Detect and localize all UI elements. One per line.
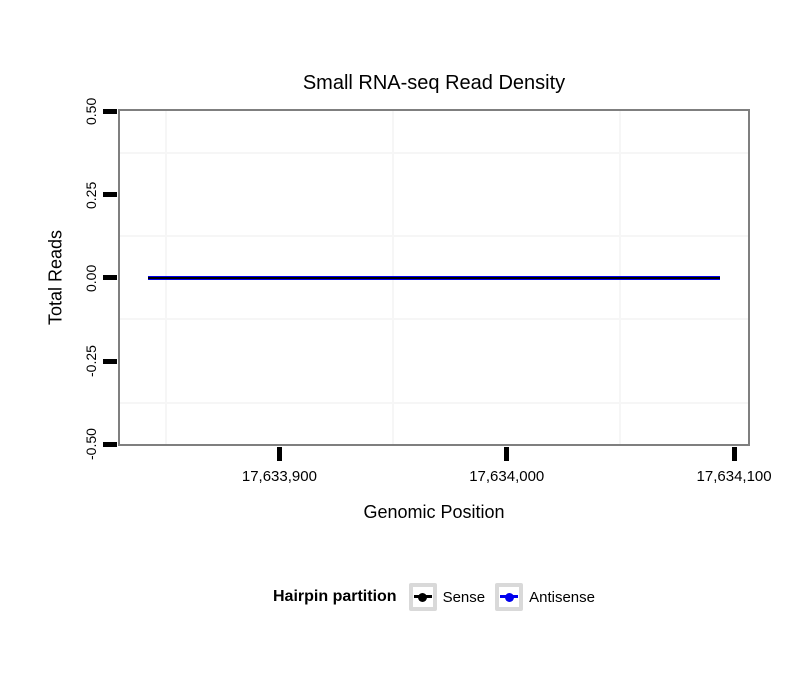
legend: Hairpin partition Sense Antisense <box>118 580 750 614</box>
x-axis-title: Genomic Position <box>363 502 505 522</box>
legend-title: Hairpin partition <box>273 588 397 605</box>
x-tick-mark <box>731 447 737 461</box>
series-line-sense <box>147 276 721 279</box>
plot-panel <box>118 109 750 446</box>
legend-entry-sense: Sense <box>408 583 486 611</box>
y-tick-label: 0.50 <box>83 97 99 125</box>
gridline-minor-horizontal <box>120 151 748 154</box>
x-tick-label: 17,634,000 <box>469 468 545 485</box>
gridline-minor-horizontal <box>120 318 748 321</box>
gridline-minor-horizontal <box>120 401 748 404</box>
antisense-dot-icon <box>504 592 514 602</box>
legend-entry-antisense: Antisense <box>495 583 595 611</box>
y-tick-mark <box>103 192 117 198</box>
y-tick-label: 0.25 <box>83 180 99 209</box>
x-tick-mark <box>504 447 510 461</box>
y-tick-mark <box>103 441 117 447</box>
x-tick-mark <box>276 447 282 461</box>
y-tick-label: 0.00 <box>83 264 99 292</box>
y-tick-label: -0.25 <box>83 345 99 378</box>
legend-label-sense: Sense <box>442 588 486 606</box>
sense-dot-icon <box>418 592 428 602</box>
legend-key-sense <box>408 583 437 611</box>
chart-title: Small RNA-seq Read Density <box>302 72 566 94</box>
y-tick-mark <box>103 275 117 281</box>
legend-label-antisense: Antisense <box>529 588 595 606</box>
x-tick-label: 17,633,900 <box>241 468 317 485</box>
y-tick-label: -0.50 <box>83 428 99 461</box>
y-tick-mark <box>103 108 117 114</box>
legend-key-antisense <box>495 583 524 611</box>
x-tick-label: 17,634,100 <box>696 468 772 485</box>
gridline-minor-horizontal <box>120 235 748 238</box>
y-tick-mark <box>103 358 117 364</box>
y-axis-title: Total Reads <box>45 229 66 325</box>
